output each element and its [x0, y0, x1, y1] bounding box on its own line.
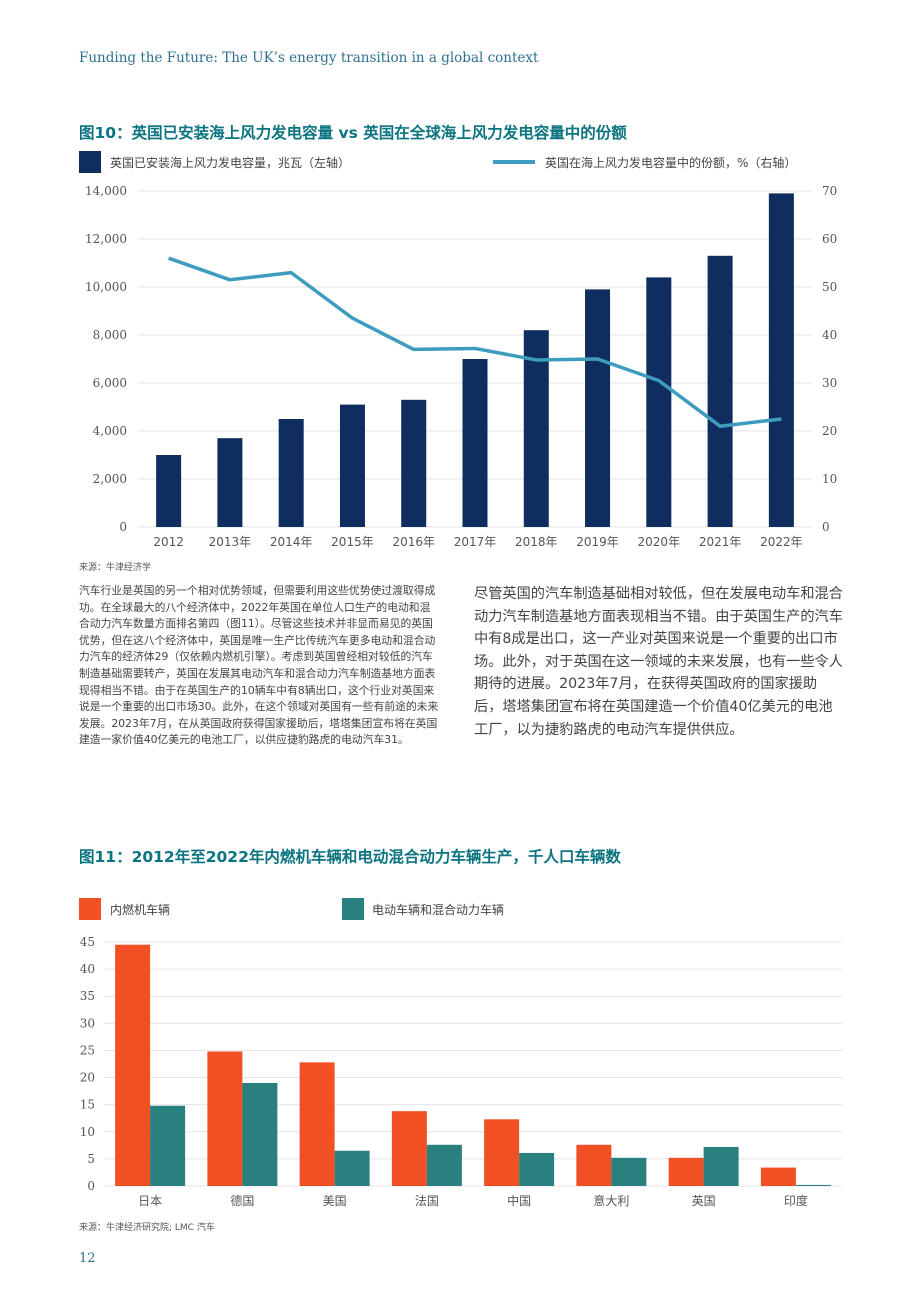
legend-label-capacity: 英国已安装海上风力发电容量，兆瓦（左轴） — [110, 155, 350, 170]
y-tick-label: 5 — [87, 1152, 95, 1166]
y-left-tick-label: 6,000 — [93, 376, 127, 390]
y-tick-label: 20 — [80, 1071, 95, 1085]
bar-ice — [299, 1062, 335, 1186]
bar-capacity — [339, 404, 365, 527]
body-text-left: 汽车行业是英国的另一个相对优势领域，但需要利用这些优势使过渡取得成功。在全球最大… — [79, 584, 439, 747]
x-tick-label: 德国 — [230, 1193, 254, 1208]
y-right-tick-label: 40 — [822, 328, 837, 342]
y-tick-label: 45 — [80, 935, 95, 949]
bar-ev — [334, 1150, 370, 1186]
line-share — [168, 256, 782, 428]
y-right-tick-label: 50 — [822, 280, 837, 294]
x-tick-label: 日本 — [138, 1194, 162, 1208]
y-tick-label: 10 — [80, 1125, 95, 1139]
y-left-tick-label: 8,000 — [93, 328, 127, 342]
x-tick-label: 2016年 — [392, 535, 435, 549]
bar-ice — [391, 1111, 427, 1186]
x-tick-label: 美国 — [323, 1194, 347, 1208]
x-tick-label: 英国 — [692, 1194, 716, 1208]
legend-label-ev: 电动车辆和混合动力车辆 — [372, 902, 504, 917]
y-left-tick-label: 4,000 — [93, 424, 127, 438]
bar-ev — [242, 1082, 278, 1186]
bar-capacity — [707, 255, 733, 528]
bar-ice — [576, 1144, 612, 1186]
figure10-title: 图10：英国已安装海上风力发电容量 vs 英国在全球海上风力发电容量中的份额 — [79, 124, 627, 142]
x-tick-label: 2022年 — [760, 535, 803, 549]
y-tick-label: 40 — [80, 962, 95, 976]
page-number: 12 — [79, 1251, 96, 1266]
bar-capacity — [768, 193, 794, 527]
x-tick-label: 2017年 — [454, 535, 497, 549]
bar-capacity — [401, 399, 427, 527]
x-tick-label: 意大利 — [593, 1193, 629, 1208]
x-tick-label: 2012 — [153, 535, 184, 549]
bar-ev — [519, 1152, 555, 1186]
y-right-tick-label: 0 — [822, 520, 830, 534]
x-tick-label: 2021年 — [699, 535, 742, 549]
figure10-source: 来源：牛津经济学 — [79, 563, 152, 573]
y-tick-label: 25 — [80, 1043, 95, 1057]
bar-ev — [611, 1157, 647, 1186]
bar-ice — [207, 1051, 243, 1186]
y-right-tick-label: 30 — [822, 376, 837, 390]
bar-capacity — [585, 289, 611, 527]
y-left-tick-label: 10,000 — [85, 280, 127, 294]
bar-capacity — [462, 359, 488, 527]
y-tick-label: 35 — [80, 989, 95, 1003]
bar-ev — [795, 1184, 831, 1186]
bar-capacity — [217, 438, 243, 527]
x-tick-label: 法国 — [415, 1194, 439, 1208]
x-tick-label: 2013年 — [209, 535, 252, 549]
bar-capacity — [156, 455, 182, 527]
y-left-tick-label: 0 — [119, 520, 127, 534]
figure11-chart: 内燃机车辆 电动车辆和混合动力车辆 0 5 10 15 20 25 30 35 40 45 日本 德国 美国… — [79, 898, 842, 1208]
y-left-tick-label: 14,000 — [85, 184, 127, 198]
y-right-tick-label: 70 — [822, 184, 837, 198]
x-tick-label: 印度 — [784, 1193, 808, 1208]
y-tick-label: 15 — [80, 1098, 95, 1112]
running-header: Funding the Future: The UK’s energy tran… — [79, 50, 539, 66]
y-left-tick-label: 12,000 — [85, 232, 127, 246]
bar-ice — [760, 1167, 796, 1186]
y-tick-label: 30 — [80, 1016, 95, 1030]
bar-ev — [150, 1105, 186, 1186]
y-tick-label: 0 — [87, 1179, 95, 1193]
x-tick-label: 2014年 — [270, 535, 313, 549]
x-tick-label: 2019年 — [576, 535, 619, 549]
y-right-tick-label: 10 — [822, 472, 837, 486]
x-tick-label: 中国 — [507, 1193, 531, 1208]
y-right-tick-label: 20 — [822, 424, 837, 438]
y-right-tick-label: 60 — [822, 232, 837, 246]
x-tick-label: 2015年 — [331, 535, 374, 549]
figure11-source: 来源：牛津经济研究院; LMC 汽车 — [79, 1223, 215, 1233]
bar-ev — [426, 1144, 462, 1186]
bar-ice — [668, 1157, 704, 1186]
bar-capacity — [646, 277, 672, 527]
legend-swatch-ice — [79, 898, 101, 920]
legend-label-ice: 内燃机车辆 — [110, 902, 170, 917]
figure10-chart: 英国已安装海上风力发电容量，兆瓦（左轴） 英国在海上风力发电容量中的份额，%（右轴… — [79, 151, 837, 549]
y-left-tick-label: 2,000 — [93, 472, 127, 486]
bar-ev — [703, 1146, 739, 1186]
bar-capacity — [278, 419, 304, 527]
bar-ice — [484, 1119, 520, 1186]
body-text-right: 尽管英国的汽车制造基础相对较低，但在发展电动车和混合动力汽车制造基地方面表现相当… — [474, 586, 843, 738]
x-tick-label: 2020年 — [638, 535, 681, 549]
legend-swatch-ev — [342, 898, 364, 920]
x-tick-label: 2018年 — [515, 535, 558, 549]
legend-swatch-capacity — [79, 151, 101, 173]
bar-ice — [115, 944, 151, 1186]
figure11-title: 图11：2012年至2022年内燃机车辆和电动混合动力车辆生产，千人口车辆数 — [79, 848, 621, 866]
bar-capacity — [523, 330, 549, 527]
legend-label-share: 英国在海上风力发电容量中的份额，%（右轴） — [545, 155, 796, 170]
